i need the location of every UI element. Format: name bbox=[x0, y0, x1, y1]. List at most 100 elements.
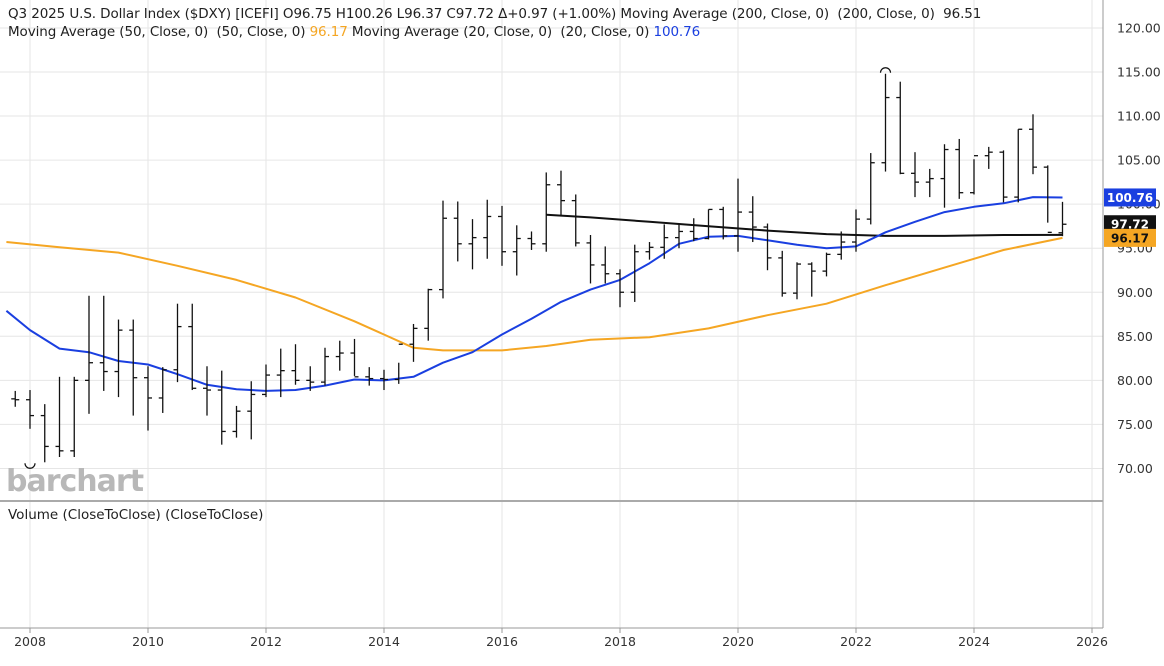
ohlc-bar bbox=[571, 194, 580, 247]
ohlc-bar bbox=[158, 367, 167, 413]
ohlc-bar bbox=[291, 344, 300, 385]
ohlc-bar bbox=[734, 178, 742, 252]
x-tick-label: 2016 bbox=[486, 634, 518, 649]
trough-marker bbox=[24, 463, 36, 469]
y-tick-label: 105.00 bbox=[1117, 153, 1161, 168]
ohlc-bar bbox=[1029, 114, 1037, 175]
ma-line-50 bbox=[6, 236, 1063, 352]
ohlc-bar bbox=[11, 390, 20, 407]
ohlc-bar bbox=[704, 208, 713, 240]
barchart-logo: barchart bbox=[6, 464, 144, 499]
legend-summary: Q3 2025 U.S. Dollar Index ($DXY) [ICEFI]… bbox=[8, 6, 982, 22]
ohlc-bars bbox=[11, 73, 1067, 463]
x-tick-label: 2014 bbox=[368, 634, 400, 649]
ohlc-bar bbox=[1058, 201, 1067, 237]
extreme-markers bbox=[24, 67, 892, 469]
ohlc-bar bbox=[748, 196, 757, 243]
y-tick-label: 120.00 bbox=[1117, 20, 1161, 35]
legend-ma20-label: Moving Average (20, Close, 0) (20, Close… bbox=[347, 24, 654, 40]
ohlc-bar bbox=[70, 376, 79, 457]
moving-averages bbox=[5, 196, 1063, 392]
ohlc-bar bbox=[203, 366, 211, 416]
ohlc-bar bbox=[807, 262, 816, 297]
ohlc-bar bbox=[925, 168, 934, 198]
ohlc-bar bbox=[55, 376, 64, 457]
ohlc-bar bbox=[306, 366, 315, 391]
ohlc-bar bbox=[26, 390, 34, 429]
ohlc-bar bbox=[40, 404, 49, 463]
ohlc-bar bbox=[660, 224, 669, 259]
y-tick-label: 80.00 bbox=[1117, 373, 1153, 388]
ohlc-bar bbox=[262, 364, 270, 398]
badge-ma50-label: 96.17 bbox=[1111, 231, 1149, 245]
ohlc-bar bbox=[129, 319, 138, 416]
ohlc-bar bbox=[498, 205, 506, 266]
legend-ma50-label: Moving Average (50, Close, 0) (50, Close… bbox=[8, 24, 310, 40]
ohlc-bar bbox=[601, 246, 610, 284]
x-tick-label: 2020 bbox=[722, 634, 754, 649]
ohlc-bar bbox=[630, 244, 639, 302]
y-tick-label: 85.00 bbox=[1117, 329, 1153, 344]
ohlc-bar bbox=[645, 242, 654, 260]
badge-ma20: 100.76 bbox=[1104, 188, 1156, 207]
volume-panel-title: Volume (CloseToClose) (CloseToClose) bbox=[8, 507, 264, 523]
ohlc-bar bbox=[999, 150, 1008, 203]
ohlc-bar bbox=[896, 81, 905, 175]
ohlc-bar bbox=[822, 252, 831, 277]
ohlc-bar bbox=[468, 219, 477, 270]
ohlc-bar bbox=[1043, 165, 1052, 233]
ohlc-bar bbox=[940, 144, 949, 208]
ohlc-bar bbox=[144, 366, 152, 431]
x-tick-label: 2024 bbox=[958, 634, 990, 649]
ohlc-bar bbox=[424, 288, 433, 341]
ohlc-bar bbox=[689, 218, 698, 242]
ohlc-bar bbox=[616, 269, 624, 308]
ohlc-bar bbox=[439, 200, 447, 299]
ohlc-bar bbox=[911, 152, 919, 198]
ohlc-bar bbox=[970, 155, 978, 195]
ohlc-bar bbox=[483, 199, 492, 259]
ohlc-bar bbox=[394, 343, 403, 384]
y-tick-label: 90.00 bbox=[1117, 285, 1153, 300]
ohlc-bar bbox=[380, 369, 388, 391]
ohlc-bar bbox=[837, 231, 846, 260]
ohlc-bar bbox=[866, 153, 875, 225]
ohlc-bar bbox=[335, 340, 344, 371]
ohlc-bar bbox=[350, 338, 359, 378]
y-tick-label: 70.00 bbox=[1117, 461, 1153, 476]
ohlc-bar bbox=[85, 295, 93, 414]
badge-ma20-bg bbox=[1104, 188, 1156, 207]
ohlc-bar bbox=[453, 201, 462, 262]
ohlc-bar bbox=[247, 381, 256, 440]
ohlc-bar bbox=[232, 405, 241, 438]
ohlc-bar bbox=[409, 323, 418, 362]
ohlc-bar bbox=[881, 73, 890, 172]
legend-line-1: Q3 2025 U.S. Dollar Index ($DXY) [ICEFI]… bbox=[8, 6, 981, 22]
gridlines bbox=[0, 0, 1103, 628]
legend-ma50-value: 96.17 bbox=[309, 24, 348, 40]
ohlc-bar bbox=[173, 303, 182, 383]
ohlc-bar bbox=[512, 225, 521, 276]
ohlc-bar bbox=[114, 319, 123, 398]
ohlc-bar bbox=[557, 170, 565, 216]
ohlc-bar bbox=[321, 347, 329, 386]
ohlc-bar bbox=[1014, 128, 1023, 203]
badge-close-label: 97.72 bbox=[1111, 218, 1149, 232]
ohlc-bar bbox=[793, 262, 801, 300]
ohlc-bar bbox=[527, 231, 536, 250]
ohlc-bar bbox=[763, 223, 772, 271]
ohlc-bar bbox=[955, 138, 964, 199]
legend-line-2: Moving Average (50, Close, 0) (50, Close… bbox=[8, 24, 700, 40]
y-tick-label: 110.00 bbox=[1117, 109, 1161, 124]
ohlc-bar bbox=[276, 348, 285, 398]
peak-marker bbox=[879, 67, 892, 73]
x-tick-label: 2012 bbox=[250, 634, 282, 649]
axes: 70.0075.0080.0085.0090.0095.00100.00105.… bbox=[0, 0, 1161, 649]
ohlc-bar bbox=[365, 367, 374, 386]
ohlc-bar bbox=[984, 146, 993, 169]
ohlc-bar bbox=[542, 172, 551, 252]
badge-close-bg bbox=[1104, 215, 1156, 234]
